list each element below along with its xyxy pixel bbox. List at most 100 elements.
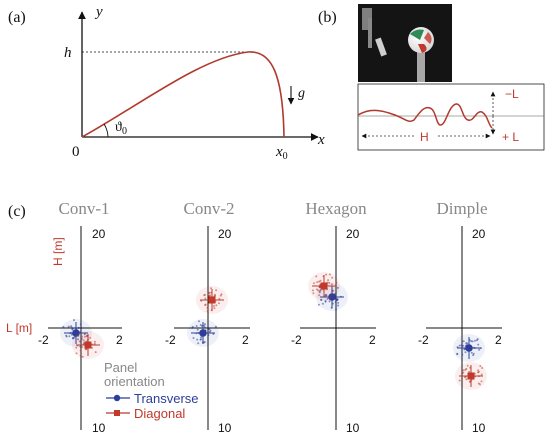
tick-10: 10 bbox=[472, 421, 486, 435]
diagonal-mean-marker bbox=[467, 372, 475, 380]
plot-title-dimple: Dimple bbox=[437, 199, 488, 218]
transverse-shot-point bbox=[207, 334, 210, 337]
trajectory-curve bbox=[81, 51, 285, 138]
transverse-shot-point bbox=[199, 324, 202, 326]
legend-transverse-marker bbox=[113, 394, 121, 402]
transverse-shot-point bbox=[198, 320, 200, 323]
trajectory-top-view-box bbox=[357, 83, 545, 151]
diagonal-shot-point bbox=[76, 334, 79, 337]
transverse-shot-point bbox=[197, 342, 200, 345]
ball-lateral-path bbox=[357, 103, 493, 129]
transverse-shot-point bbox=[337, 304, 340, 307]
diagonal-shot-point bbox=[468, 380, 471, 383]
diagonal-shot-point bbox=[330, 283, 333, 286]
diagonal-shot-point bbox=[210, 287, 212, 290]
diagonal-shot-point bbox=[480, 380, 483, 383]
transverse-shot-point bbox=[79, 345, 82, 348]
diagonal-shot-point bbox=[316, 281, 319, 284]
diagonal-shot-point bbox=[331, 276, 334, 279]
diagonal-shot-point bbox=[85, 335, 88, 338]
minus-L-label: −L bbox=[505, 87, 519, 101]
diagonal-shot-point bbox=[81, 335, 83, 338]
diagonal-shot-point bbox=[206, 310, 209, 313]
diagonal-shot-point bbox=[465, 367, 468, 370]
tick-20: 20 bbox=[346, 227, 360, 241]
panel-b-label: (b) bbox=[318, 9, 337, 26]
transverse-shot-point bbox=[336, 286, 339, 289]
diagonal-shot-point bbox=[89, 336, 92, 339]
x-axis-label: x bbox=[317, 132, 325, 148]
transverse-shot-point bbox=[70, 326, 73, 329]
transverse-shot-point bbox=[326, 297, 329, 300]
transverse-shot-point bbox=[478, 348, 481, 351]
launch-angle-arc bbox=[103, 123, 109, 138]
transverse-shot-point bbox=[328, 300, 331, 303]
panel-a: (a) y x h ϑ0 g 0 x0 bbox=[8, 4, 325, 162]
tick-minus2: -2 bbox=[38, 333, 49, 347]
transverse-shot-point bbox=[200, 338, 202, 341]
diagonal-shot-point bbox=[206, 306, 209, 309]
diagonal-shot-point bbox=[468, 370, 471, 373]
legend-title-line2: orientation bbox=[104, 374, 165, 389]
transverse-shot-point bbox=[335, 308, 337, 311]
tick-plus2: 2 bbox=[495, 333, 502, 347]
transverse-shot-point bbox=[466, 342, 469, 345]
tick-10: 10 bbox=[218, 421, 232, 435]
transverse-shot-point bbox=[67, 325, 70, 328]
diagonal-shot-point bbox=[78, 340, 81, 343]
transverse-shot-point bbox=[80, 337, 83, 340]
diagonal-shot-point bbox=[477, 371, 479, 374]
legend: Panel orientation Transverse Diagonal bbox=[104, 360, 199, 421]
diagonal-shot-point bbox=[466, 364, 469, 367]
diagonal-shot-point bbox=[315, 275, 318, 278]
H-label: H bbox=[420, 130, 429, 144]
transverse-shot-point bbox=[71, 337, 74, 340]
transverse-shot-point bbox=[208, 328, 211, 331]
transverse-shot-point bbox=[192, 337, 195, 339]
diagonal-shot-point bbox=[93, 342, 96, 345]
diagonal-shot-point bbox=[204, 297, 207, 300]
diagonal-shot-point bbox=[94, 351, 97, 354]
panel-c: (c) Conv-1 Conv-2 Hexagon Dimple H [m] L… bbox=[6, 199, 502, 435]
tick-20: 20 bbox=[92, 227, 106, 241]
tick-plus2: 2 bbox=[242, 333, 249, 347]
diagonal-shot-point bbox=[214, 293, 216, 296]
transverse-shot-point bbox=[470, 351, 473, 354]
plus-L-label: + L bbox=[502, 130, 519, 144]
panel-a-label: (a) bbox=[8, 9, 26, 26]
transverse-shot-point bbox=[73, 319, 75, 322]
diagonal-shot-point bbox=[462, 369, 465, 372]
transverse-shot-point bbox=[77, 327, 80, 329]
transverse-shot-point bbox=[460, 344, 463, 347]
transverse-shot-point bbox=[209, 329, 212, 332]
diagonal-shot-point bbox=[480, 373, 483, 376]
transverse-shot-point bbox=[476, 338, 479, 341]
diagonal-shot-point bbox=[220, 293, 223, 296]
tick-plus2: 2 bbox=[369, 333, 376, 347]
diagonal-shot-point bbox=[75, 352, 78, 355]
subplot-hexagon: 20 10 -2 2 bbox=[291, 226, 376, 435]
origin-label: 0 bbox=[72, 144, 80, 160]
transverse-shot-point bbox=[321, 302, 324, 305]
scatter-subplot-3 bbox=[453, 334, 487, 390]
transverse-shot-point bbox=[191, 325, 194, 328]
tick-minus2: -2 bbox=[165, 333, 176, 347]
transverse-shot-point bbox=[477, 343, 480, 346]
transverse-shot-point bbox=[62, 325, 65, 328]
scatter-layer bbox=[60, 272, 487, 390]
transverse-shot-point bbox=[65, 335, 68, 338]
transverse-shot-point bbox=[79, 323, 82, 326]
diagonal-shot-point bbox=[328, 297, 331, 300]
diagonal-shot-point bbox=[215, 289, 218, 292]
g-label: g bbox=[298, 86, 305, 101]
tick-10: 10 bbox=[346, 421, 360, 435]
transverse-shot-point bbox=[464, 351, 467, 354]
transverse-shot-point bbox=[196, 328, 199, 331]
transverse-shot-point bbox=[462, 340, 465, 343]
transverse-shot-point bbox=[462, 344, 465, 347]
tick-20: 20 bbox=[472, 227, 486, 241]
diagonal-shot-point bbox=[215, 304, 218, 307]
legend-diagonal-label: Diagonal bbox=[134, 406, 185, 421]
transverse-shot-point bbox=[196, 338, 199, 341]
